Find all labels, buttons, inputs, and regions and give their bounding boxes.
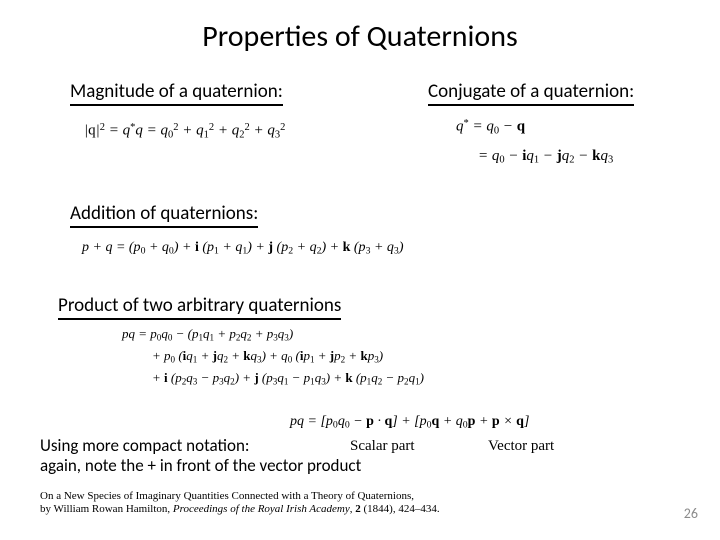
product-equation-line1: pq = p0q0 − (p1q1 + p2q2 + p3q3)	[122, 326, 293, 342]
magnitude-heading: Magnitude of a quaternion:	[70, 80, 283, 106]
product-equation-line2: + p0 (iq1 + jq2 + kq3) + q0 (ip1 + jp2 +…	[152, 348, 383, 364]
product-equation-line3: + i (p2q3 − p3q2) + j (p3q1 − p1q3) + k …	[152, 370, 424, 386]
compact-note-line1: Using more compact notation:	[40, 435, 249, 456]
citation-line1: On a New Species of Imaginary Quantities…	[40, 490, 414, 502]
citation-line2: by William Rowan Hamilton, Proceedings o…	[40, 503, 440, 515]
product-heading: Product of two arbitrary quaternions	[58, 294, 341, 320]
compact-note: Using more compact notation: again, note…	[40, 436, 361, 475]
vector-part-label: Vector part	[488, 438, 554, 455]
compact-equation: pq = [p0q0 − p · q] + [p0q + q0p + p × q…	[290, 414, 529, 430]
slide: Properties of Quaternions Magnitude of a…	[0, 0, 720, 540]
conjugate-equation-1: q* = q0 − q	[456, 118, 525, 136]
compact-note-line2: again, note the + in front of the vector…	[40, 455, 361, 476]
conjugate-equation-2: = q0 − iq1 − jq2 − kq3	[478, 148, 613, 166]
page-number: 26	[684, 505, 698, 522]
addition-heading: Addition of quaternions:	[70, 202, 258, 228]
conjugate-heading: Conjugate of a quaternion:	[428, 80, 634, 106]
slide-title: Properties of Quaternions	[0, 18, 720, 55]
addition-equation: p + q = (p0 + q0) + i (p1 + q1) + j (p2 …	[82, 240, 404, 256]
magnitude-equation: |q|2 = q*q = q02 + q12 + q22 + q32	[84, 122, 285, 140]
citation: On a New Species of Imaginary Quantities…	[40, 490, 440, 516]
